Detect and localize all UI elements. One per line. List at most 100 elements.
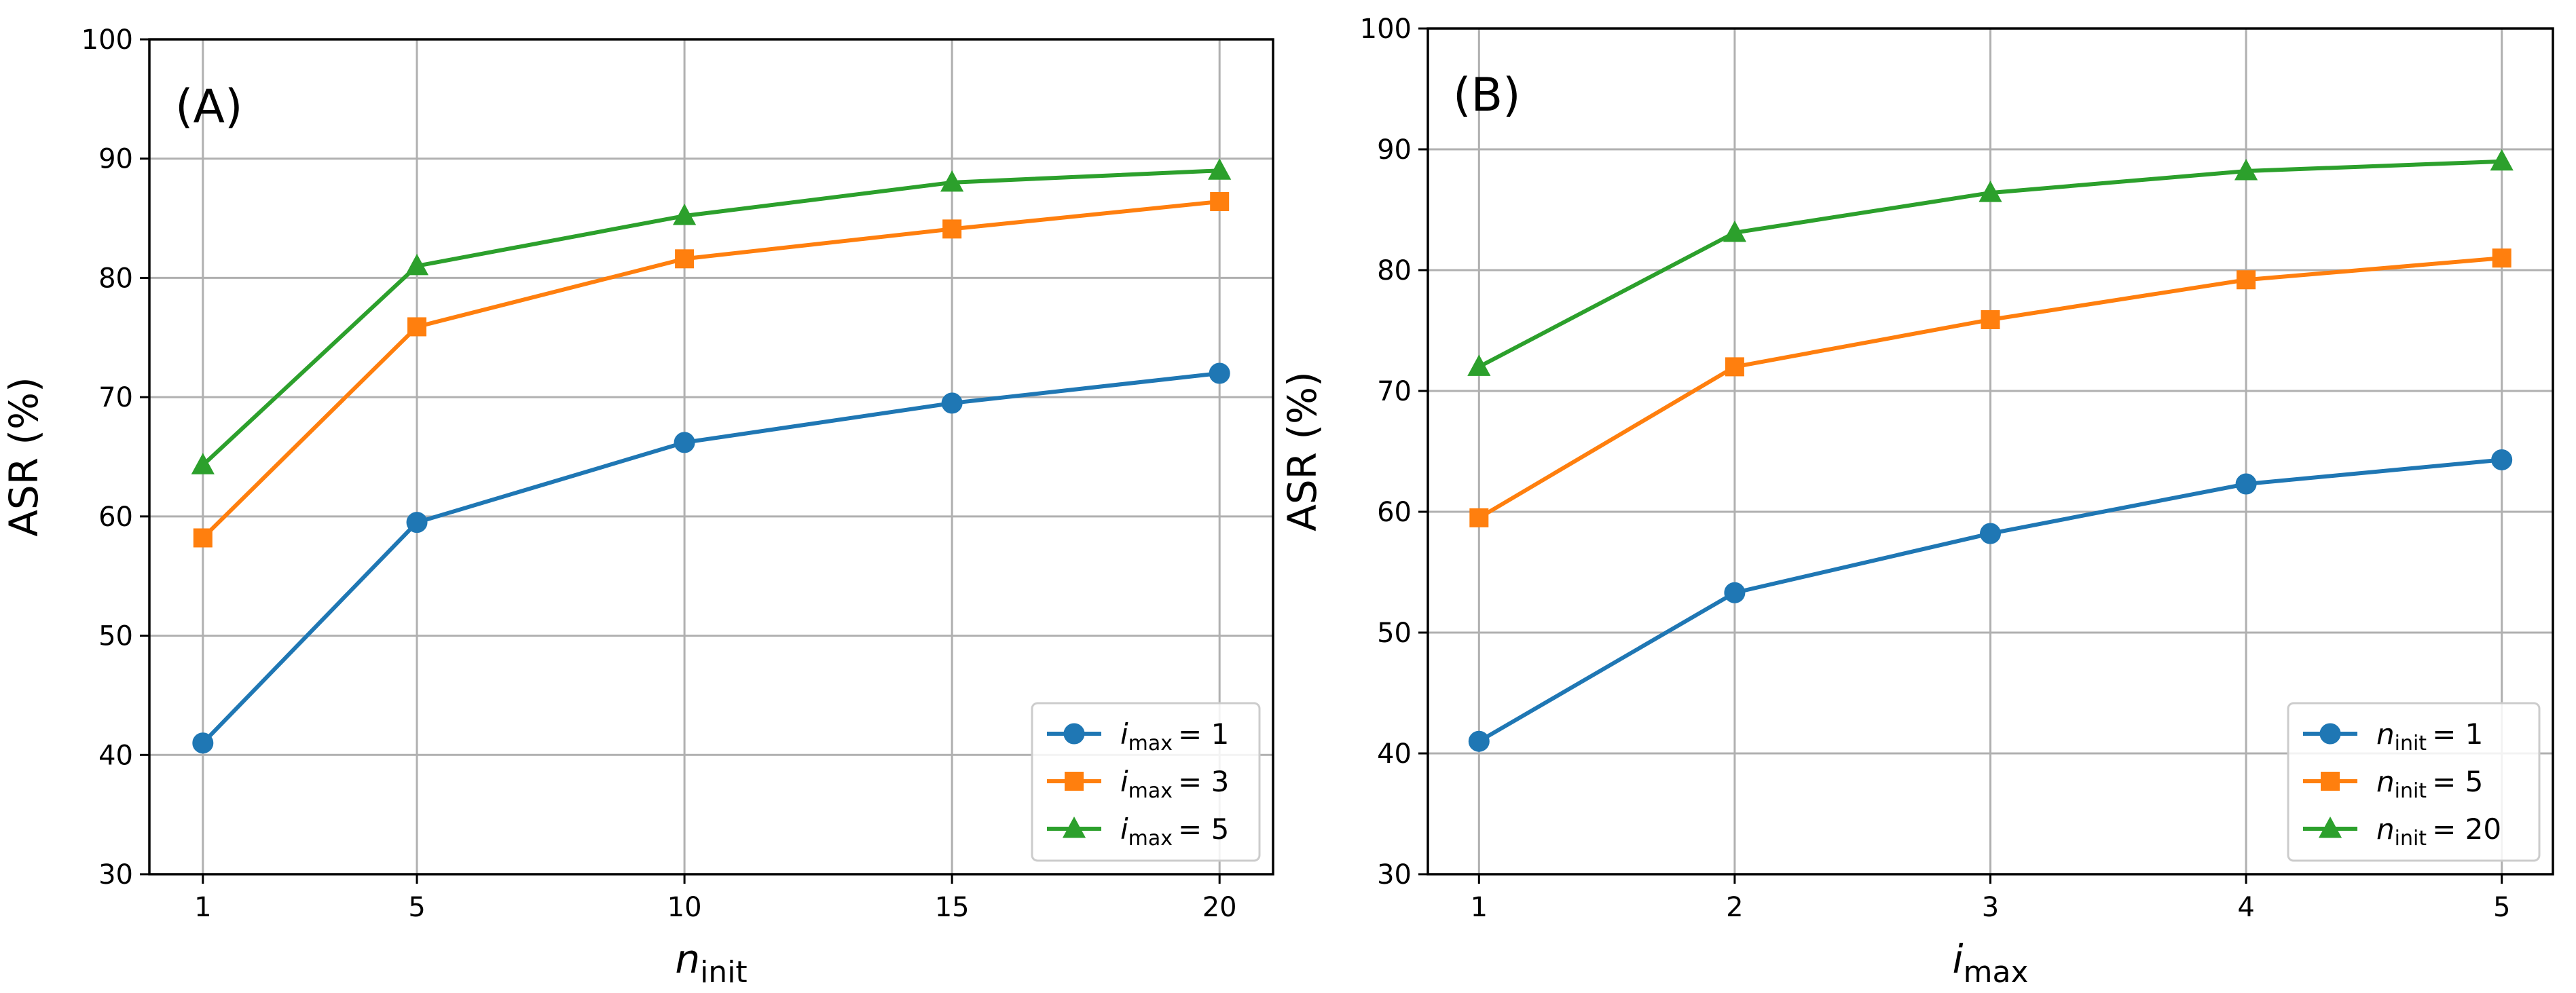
y-tick-label: 100 xyxy=(81,24,133,56)
legend-label-var: n xyxy=(2376,765,2395,798)
series-3-point xyxy=(1208,158,1232,180)
x-tick-label: 10 xyxy=(667,892,702,923)
legend-label-var: n xyxy=(2376,717,2395,751)
series-3-point xyxy=(191,453,215,474)
y-tick-label: 80 xyxy=(98,263,133,294)
series-1-point xyxy=(1468,730,1490,752)
series-line-1 xyxy=(201,371,1220,745)
x-axis-title: ninit xyxy=(675,936,747,990)
legend-label-sub: max xyxy=(1128,732,1173,755)
series-2-point xyxy=(1469,508,1489,527)
series-3-point xyxy=(2490,149,2514,171)
y-tick-label: 50 xyxy=(98,621,133,652)
legend-marker-2 xyxy=(1065,772,1084,791)
y-tick-label: 80 xyxy=(1377,255,1412,286)
series-1-point xyxy=(674,432,695,453)
legend-label-sub: init xyxy=(2395,827,2427,850)
series-2-point xyxy=(942,219,962,239)
y-tick-label: 50 xyxy=(1377,618,1412,649)
legend-label-value: = 3 xyxy=(1178,765,1229,798)
y-tick-label: 60 xyxy=(98,502,133,533)
legend-marker-1 xyxy=(2319,723,2341,745)
legend-label-sub: init xyxy=(2395,732,2427,755)
series-1-point xyxy=(192,732,214,754)
series-3-point xyxy=(1723,220,1747,242)
legend-label-value: = 1 xyxy=(1178,717,1229,751)
legend-label-var: i xyxy=(1120,765,1128,798)
y-tick-label: 40 xyxy=(98,740,133,771)
series-1-point xyxy=(1724,582,1746,603)
legend-label-3: imax = 5 xyxy=(1120,812,1229,850)
legend-label-value: = 5 xyxy=(1178,812,1229,846)
series-3-point xyxy=(672,204,697,225)
series-1-point xyxy=(941,392,963,414)
legend-label-1: ninit = 1 xyxy=(2376,717,2483,755)
legend-marker-1 xyxy=(1063,723,1085,745)
legend-label-var: i xyxy=(1120,812,1128,846)
series-2-point xyxy=(2237,270,2256,290)
y-axis-title: ASR (%) xyxy=(1,377,47,537)
series-2-point xyxy=(407,317,427,337)
y-tick-label: 60 xyxy=(1377,497,1412,528)
x-tick-label: 5 xyxy=(408,892,425,923)
series-3-point xyxy=(1467,354,1491,376)
x-axis-title-var: i xyxy=(1953,936,1964,982)
series-2-point xyxy=(193,528,213,548)
legend-label-sub: max xyxy=(1128,779,1173,803)
x-tick-label: 15 xyxy=(935,892,970,923)
series-1-point xyxy=(2491,449,2513,470)
legend-label-2: ninit = 5 xyxy=(2376,765,2483,803)
x-tick-label: 20 xyxy=(1202,892,1237,923)
legend-label-sub: max xyxy=(1128,827,1173,850)
legend-label-sub: init xyxy=(2395,779,2427,803)
series-1-point xyxy=(406,512,428,533)
series-3-point xyxy=(2234,159,2258,181)
y-tick-label: 30 xyxy=(98,859,133,891)
x-axis-title: imax xyxy=(1953,936,2029,990)
y-tick-label: 90 xyxy=(1377,134,1412,166)
series-1-point xyxy=(1980,523,2001,544)
series-3-point xyxy=(405,253,429,276)
x-tick-label: 1 xyxy=(1471,892,1488,923)
y-tick-label: 40 xyxy=(1377,738,1412,770)
legend-marker-3 xyxy=(1062,817,1086,838)
series-2-point xyxy=(1725,357,1744,377)
legend-label-3: ninit = 20 xyxy=(2376,812,2501,850)
series-2-point xyxy=(2492,248,2511,268)
series-2-point xyxy=(1981,310,2000,329)
series-2-point xyxy=(1210,191,1230,211)
legend-box xyxy=(1031,702,1261,862)
series-1-point xyxy=(1209,362,1230,384)
y-tick-label: 90 xyxy=(98,144,133,175)
x-tick-label: 1 xyxy=(194,892,211,923)
x-tick-label: 5 xyxy=(2493,892,2510,923)
y-axis-title: ASR (%) xyxy=(1279,371,1325,531)
x-axis-title-var: n xyxy=(675,936,700,982)
legend-label-value: = 5 xyxy=(2432,765,2483,798)
legend-box xyxy=(2287,702,2541,862)
series-line-3 xyxy=(201,168,1220,467)
panel-label: (B) xyxy=(1453,69,1521,122)
legend-marker-2 xyxy=(2321,772,2340,791)
x-axis-title-sub: init xyxy=(700,955,748,990)
legend-label-1: imax = 1 xyxy=(1120,717,1229,755)
series-1-point xyxy=(2235,473,2257,495)
x-axis-title-sub: max xyxy=(1964,955,2029,990)
legend-label-value: = 1 xyxy=(2432,717,2483,751)
legend-label-var: n xyxy=(2376,812,2395,846)
panel-label: (A) xyxy=(175,80,243,134)
y-tick-label: 70 xyxy=(1377,376,1412,407)
series-line-2 xyxy=(201,199,1220,540)
series-3-point xyxy=(940,170,964,192)
y-tick-label: 70 xyxy=(98,382,133,413)
x-tick-label: 4 xyxy=(2237,892,2254,923)
legend-label-value: = 20 xyxy=(2432,812,2501,846)
plot-frame xyxy=(148,38,1274,876)
x-tick-label: 3 xyxy=(1982,892,1999,923)
series-3-point xyxy=(1979,181,2002,202)
